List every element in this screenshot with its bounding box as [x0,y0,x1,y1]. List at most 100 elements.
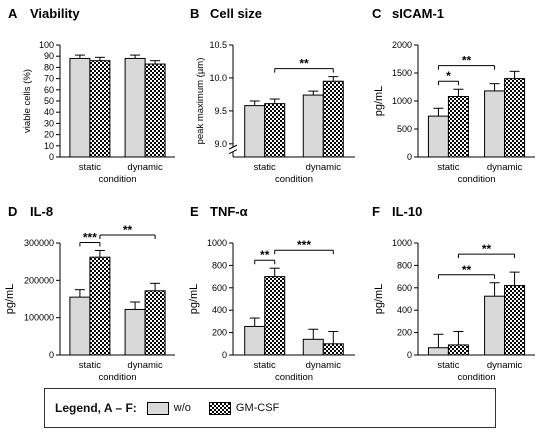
significance-label: *** [83,230,97,244]
bar-wo-static [69,57,91,158]
bar-wo-dynamic [302,94,324,158]
bar-wo-dynamic [484,295,506,356]
y-tick-label: 10.0 [209,73,227,83]
panel-letter: C [372,6,382,21]
x-tick-label: dynamic [127,162,163,173]
panel-title: Cell size [210,6,262,21]
x-tick-label: static [437,162,459,173]
panel-letter: B [190,6,199,21]
significance-label: ** [299,57,309,71]
significance-label: *** [297,238,311,252]
legend: Legend, A – F: w/o GM-CSF [44,388,496,428]
significance-label: ** [123,223,133,237]
legend-label-wo: w/o [173,402,191,414]
panel-letter: E [190,204,199,219]
y-tick-label: 10 [44,141,54,151]
x-tick-label: static [79,360,101,371]
bar-wo-dynamic [124,308,146,356]
x-axis-label: condition [275,372,313,383]
y-tick-label: 100 [39,40,54,50]
panel-title: IL-8 [30,204,53,219]
x-tick-label: static [254,162,276,173]
bar-wo-static [427,347,449,356]
y-tick-label: 800 [212,260,227,270]
bar-wo-dynamic [302,338,324,356]
y-tick-label: 30 [44,118,54,128]
y-axis-label: pg/mL [4,284,16,315]
y-tick-label: 800 [397,260,412,270]
significance-label: ** [260,248,270,262]
y-axis-label: pg/mL [373,86,385,117]
axis-break-mark [228,149,238,155]
bar-wo-dynamic [124,57,146,158]
y-tick-label: 0 [49,152,54,162]
y-tick-label: 600 [212,283,227,293]
y-tick-label: 80 [44,62,54,72]
bar-gmcsf-dynamic [322,343,344,356]
x-tick-label: dynamic [306,360,342,371]
y-tick-label: 70 [44,74,54,84]
panel-title: sICAM-1 [392,6,444,21]
y-tick-label: 400 [397,305,412,315]
y-tick-label: 0 [407,350,412,360]
y-tick-label: 400 [212,305,227,315]
bar-gmcsf-dynamic [504,285,526,356]
y-tick-label: 500 [397,124,412,134]
significance-label: ** [482,242,492,256]
y-tick-label: 20 [44,130,54,140]
y-tick-label: 0 [407,152,412,162]
y-tick-label: 600 [397,283,412,293]
y-tick-label: 60 [44,85,54,95]
bar-gmcsf-static [447,96,469,158]
x-tick-label: dynamic [127,360,163,371]
bar-gmcsf-static [89,256,111,356]
panel-title: IL-10 [392,204,422,219]
legend-item-wo: w/o [146,401,191,415]
y-tick-label: 9.0 [214,139,227,149]
panel-letter: D [8,204,17,219]
significance-label: * [446,69,451,83]
x-axis-label: condition [98,174,136,185]
y-tick-label: 1500 [392,68,412,78]
x-tick-label: static [437,360,459,371]
x-tick-label: dynamic [487,162,523,173]
y-tick-label: 2000 [392,40,412,50]
y-tick-label: 90 [44,51,54,61]
x-tick-label: static [254,360,276,371]
y-axis-label: pg/mL [188,284,200,315]
legend-swatch-wo [146,401,169,415]
x-axis-label: condition [98,372,136,383]
bar-gmcsf-static [264,103,286,158]
axis-break-mark [228,144,238,150]
y-tick-label: 1000 [392,238,412,248]
x-tick-label: dynamic [306,162,342,173]
panel-e: E TNF-α 0 200 400 600 800 1000 pg/mL static dynami… [188,204,355,383]
y-tick-label: 40 [44,107,54,117]
x-axis-label: condition [457,174,495,185]
bar-wo-dynamic [484,90,506,158]
panel-f: F IL-10 0 200 400 600 800 1000 pg/mL static dynami… [372,204,535,383]
y-tick-label: 10.5 [209,40,227,50]
bar-wo-static [427,115,449,158]
significance-label: ** [462,263,472,277]
bar-gmcsf-static [447,344,469,356]
panel-title: Viability [30,6,80,21]
y-tick-label: 200000 [24,275,54,285]
bar-wo-static [244,105,266,158]
y-tick-label: 0 [49,350,54,360]
bar-gmcsf-dynamic [144,290,166,356]
panel-letter: F [372,204,380,219]
legend-label-gmcsf: GM-CSF [235,402,280,414]
significance-label: ** [462,54,472,68]
legend-item-gmcsf: GM-CSF [208,401,280,415]
legend-swatch-gmcsf [208,401,231,415]
y-tick-label: 300000 [24,238,54,248]
bar-gmcsf-dynamic [144,63,166,158]
panel-letter: A [8,6,18,21]
y-axis-label: pg/mL [373,284,385,315]
bar-wo-static [69,296,91,356]
y-tick-label: 50 [44,96,54,106]
